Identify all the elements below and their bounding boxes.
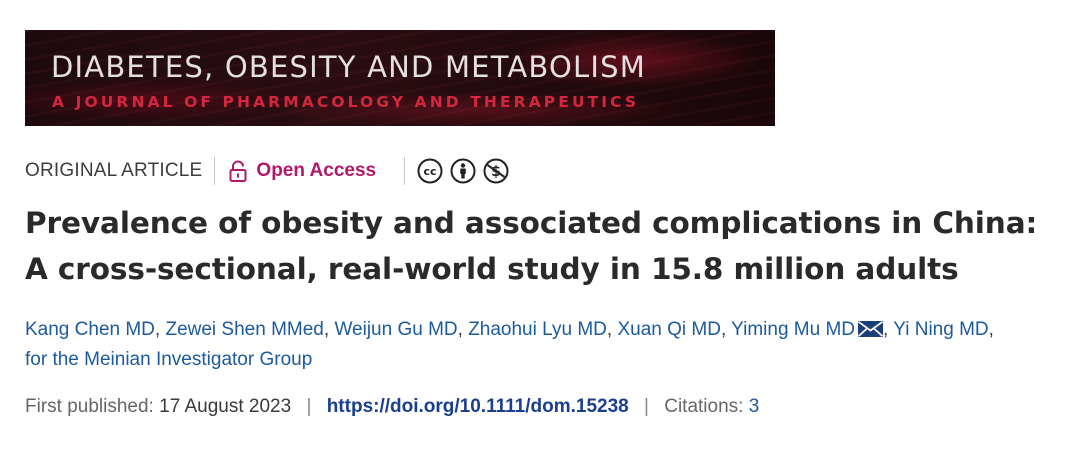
author-link[interactable]: Zewei Shen MMed [165,319,324,340]
divider [404,157,406,185]
journal-subtitle: A JOURNAL OF PHARMACOLOGY AND THERAPEUTI… [52,93,640,111]
journal-banner[interactable]: DIABETES, OBESITY AND METABOLISM A JOURN… [25,30,775,126]
svg-text:$: $ [491,164,501,180]
journal-title: DIABETES, OBESITY AND METABOLISM [51,50,646,84]
attribution-icon[interactable] [450,158,476,184]
author-link[interactable]: Xuan Qi MD [617,319,721,340]
separator: | [306,396,312,417]
publication-info: First published: 17 August 2023 | https:… [25,396,759,418]
noncommercial-icon[interactable]: $ [483,158,509,184]
license-icons[interactable]: cc $ [417,158,509,184]
author-link[interactable]: Zhaohui Lyu MD [468,319,607,340]
doi-link[interactable]: https://doi.org/10.1111/dom.15238 [326,396,629,417]
open-access-badge: Open Access [227,160,376,182]
author-link[interactable]: Yiming Mu MD [731,319,856,340]
banner-texture [25,30,775,126]
citations-count-link[interactable]: 3 [748,396,760,417]
author-group: for the Meinian Investigator Group [25,349,313,370]
unlock-icon [229,160,247,182]
article-type: ORIGINAL ARTICLE [25,160,203,181]
author-link[interactable]: Weijun Gu MD [334,319,458,340]
divider [214,157,216,185]
open-access-label: Open Access [256,160,377,181]
corresponding-author: Yiming Mu MD [731,319,884,340]
cc-icon[interactable]: cc [417,158,443,184]
author-link[interactable]: Yi Ning MD [893,319,989,340]
first-published-label: First published: [25,396,154,417]
article-meta-row: ORIGINAL ARTICLE Open Access cc $ [25,156,509,186]
svg-text:cc: cc [424,165,437,178]
separator: | [644,396,649,417]
author-link[interactable]: Kang Chen MD [25,319,155,340]
author-list: Kang Chen MD, Zewei Shen MMed, Weijun Gu… [25,319,994,370]
citations-label: Citations: [664,396,744,417]
publication-date: 17 August 2023 [159,396,292,417]
article-title: Prevalence of obesity and associated com… [25,206,1038,286]
envelope-icon[interactable] [858,321,884,337]
